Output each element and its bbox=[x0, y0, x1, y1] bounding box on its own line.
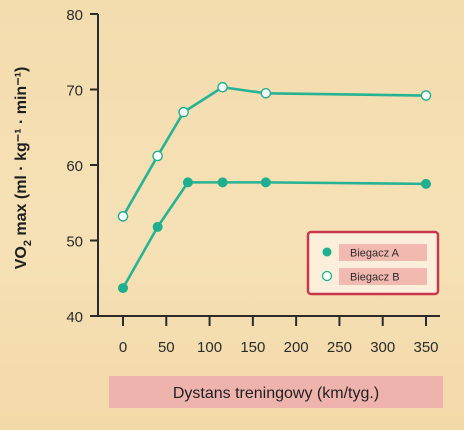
point-biegacz-b-70 bbox=[178, 106, 189, 118]
legend-label-biegacz-b: Biegacz B bbox=[350, 272, 400, 284]
series-layer bbox=[117, 81, 432, 294]
legend: Biegacz A Biegacz B bbox=[306, 230, 440, 296]
legend-marker-biegacz-a bbox=[322, 247, 332, 257]
point-biegacz-a-165 bbox=[260, 177, 271, 188]
x-tick-label-350: 350 bbox=[413, 339, 438, 356]
legend-label-bg-b bbox=[339, 268, 427, 285]
x-axis-label-box bbox=[109, 376, 443, 408]
x-tick-label-50: 50 bbox=[158, 339, 175, 356]
x-tick-label-0: 0 bbox=[119, 339, 127, 356]
point-biegacz-b-40 bbox=[152, 150, 163, 162]
point-biegacz-b-350 bbox=[420, 90, 432, 101]
point-biegacz-a-0 bbox=[118, 283, 128, 294]
series-line-biegacz-a bbox=[121, 181, 427, 289]
y-tick-label-40: 40 bbox=[66, 309, 83, 326]
y-tick-label-80: 80 bbox=[66, 7, 83, 24]
x-tick-label-250: 250 bbox=[327, 339, 352, 356]
point-biegacz-b-165 bbox=[260, 87, 272, 99]
y-ticks: 40 50 60 70 80 bbox=[66, 7, 98, 326]
point-biegacz-a-350 bbox=[421, 178, 431, 189]
series-line-biegacz-b bbox=[121, 85, 427, 217]
x-tick-label-150: 150 bbox=[240, 339, 265, 356]
legend-label-biegacz-a: Biegacz A bbox=[350, 248, 400, 260]
point-biegacz-b-0 bbox=[117, 211, 129, 222]
y-axis-label: VO2 max (ml · kg⁻¹ · min⁻¹) bbox=[13, 67, 34, 270]
point-biegacz-a-75 bbox=[182, 177, 193, 188]
x-axis-label: Dystans treningowy (km/tyg.) bbox=[173, 385, 379, 402]
legend-marker-biegacz-b bbox=[321, 270, 333, 282]
y-tick-label-70: 70 bbox=[66, 83, 83, 100]
x-axis-label-group: Dystans treningowy (km/tyg.) bbox=[109, 376, 443, 408]
x-ticks: 0 50 100 150 200 250 300 350 bbox=[119, 316, 439, 356]
point-biegacz-a-115 bbox=[217, 177, 228, 188]
x-tick-label-200: 200 bbox=[284, 339, 309, 356]
x-tick-label-100: 100 bbox=[197, 339, 222, 356]
y-tick-label-60: 60 bbox=[66, 158, 83, 175]
x-tick-label-300: 300 bbox=[370, 339, 395, 356]
point-biegacz-b-115 bbox=[217, 81, 228, 93]
point-biegacz-a-40 bbox=[152, 221, 163, 232]
legend-label-bg-a bbox=[339, 244, 427, 261]
y-tick-label-50: 50 bbox=[66, 234, 83, 251]
